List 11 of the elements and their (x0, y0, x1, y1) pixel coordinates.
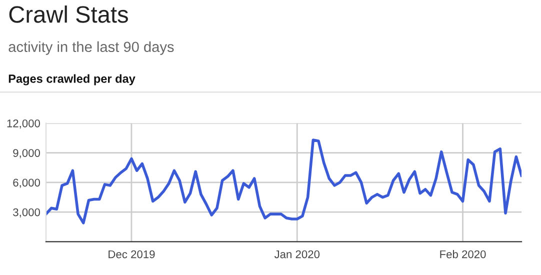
chart-title: Crawl Stats (9, 5, 128, 23)
y-tick-label: 9,000 (13, 149, 40, 158)
x-tick-label: Feb 2020 (440, 250, 486, 258)
x-tick-label: Dec 2019 (108, 250, 155, 258)
text: Pages crawled per day (8, 74, 136, 86)
x-tick-label: Jan 2020 (274, 250, 320, 258)
chart-subtitle: activity in the last 90 days (8, 41, 174, 55)
y-tick-label: 6,000 (13, 178, 40, 188)
line-series (46, 138, 522, 224)
y-tick-label: 12,000 (7, 119, 40, 129)
y-tick-label: 3,000 (13, 208, 40, 218)
